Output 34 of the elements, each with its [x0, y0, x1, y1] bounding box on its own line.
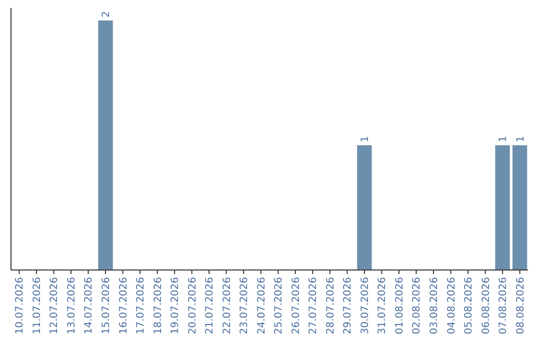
x-tick-label: 28.07.2026 — [325, 277, 336, 334]
x-tick-label: 06.08.2026 — [480, 277, 492, 334]
x-tick-label: 02.08.2026 — [412, 277, 423, 334]
x-tick-label: 14.07.2026 — [84, 277, 95, 334]
x-tick-label: 08.08.2026 — [515, 277, 526, 334]
x-tick-label: 30.07.2026 — [360, 277, 371, 334]
x-tick-label: 25.07.2026 — [274, 277, 285, 334]
x-tick-label: 05.08.2026 — [464, 277, 475, 334]
x-tick-label: 23.07.2026 — [239, 277, 250, 334]
x-tick-label: 19.07.2026 — [170, 277, 182, 334]
x-tick-label: 11.07.2026 — [32, 277, 43, 334]
x-tick-label: 22.07.2026 — [222, 277, 233, 334]
x-tick-label: 20.07.2026 — [187, 277, 198, 334]
data-label: 2 — [101, 11, 112, 18]
x-tick-label: 27.07.2026 — [308, 277, 320, 334]
data-label: 1 — [498, 136, 510, 142]
x-tick-label: 21.07.2026 — [204, 277, 216, 334]
x-tick-label: 26.07.2026 — [290, 277, 302, 334]
data-label: 1 — [360, 136, 371, 142]
x-tick-label: 04.08.2026 — [446, 277, 458, 334]
x-tick-label: 12.07.2026 — [49, 277, 60, 334]
x-tick-label: 24.07.2026 — [256, 277, 268, 334]
x-tick-label: 29.07.2026 — [342, 277, 354, 334]
x-tick-label: 16.07.2026 — [118, 277, 130, 334]
x-tick-label: 03.08.2026 — [428, 277, 440, 334]
x-tick-label: 17.07.2026 — [136, 277, 147, 334]
x-tick-label: 13.07.2026 — [66, 277, 78, 334]
x-tick-label: 01.08.2026 — [394, 277, 406, 334]
x-tick-label: 15.07.2026 — [101, 277, 112, 334]
x-tick-label: 31.07.2026 — [377, 277, 388, 334]
x-tick-label: 07.08.2026 — [498, 277, 510, 334]
x-tick-label: 18.07.2026 — [152, 277, 164, 334]
x-tick-label: 10.07.2026 — [14, 277, 26, 334]
data-label: 1 — [515, 136, 526, 142]
